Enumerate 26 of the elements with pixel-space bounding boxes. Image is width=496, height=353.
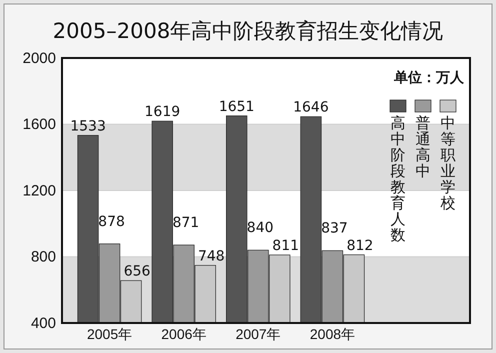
data-label: 1533 <box>70 118 106 134</box>
data-label: 1646 <box>293 100 329 116</box>
x-tick-label: 2007年 <box>236 326 281 342</box>
data-label: 840 <box>246 220 274 236</box>
legend-label: 高中阶段教育人数 <box>390 114 406 244</box>
x-tick-label: 2005年 <box>86 326 132 342</box>
y-tick-label: 400 <box>30 314 56 332</box>
data-label: 1619 <box>144 104 180 120</box>
x-tick-label: 2006年 <box>161 326 206 342</box>
text: 单位：万人 <box>393 70 465 86</box>
data-label: 811 <box>272 238 300 254</box>
y-tick-label: 800 <box>30 248 56 266</box>
data-label: 1651 <box>218 98 254 115</box>
data-label: 871 <box>172 214 200 231</box>
legend-label: 中等职业学校 <box>440 114 456 212</box>
data-label: 656 <box>124 264 151 280</box>
chart-title: 2005–2008年高中阶段教育招生变化情况 <box>52 19 444 43</box>
data-label: 837 <box>321 220 348 237</box>
data-label: 878 <box>98 214 125 230</box>
y-tick-label: 2000 <box>22 50 56 67</box>
x-tick-label: 2008年 <box>310 326 356 342</box>
y-tick-label: 1600 <box>22 116 56 134</box>
y-tick-label: 1200 <box>22 182 56 200</box>
data-label: 748 <box>198 248 225 264</box>
data-label: 812 <box>346 238 374 254</box>
legend-label: 普通高中 <box>416 114 430 180</box>
